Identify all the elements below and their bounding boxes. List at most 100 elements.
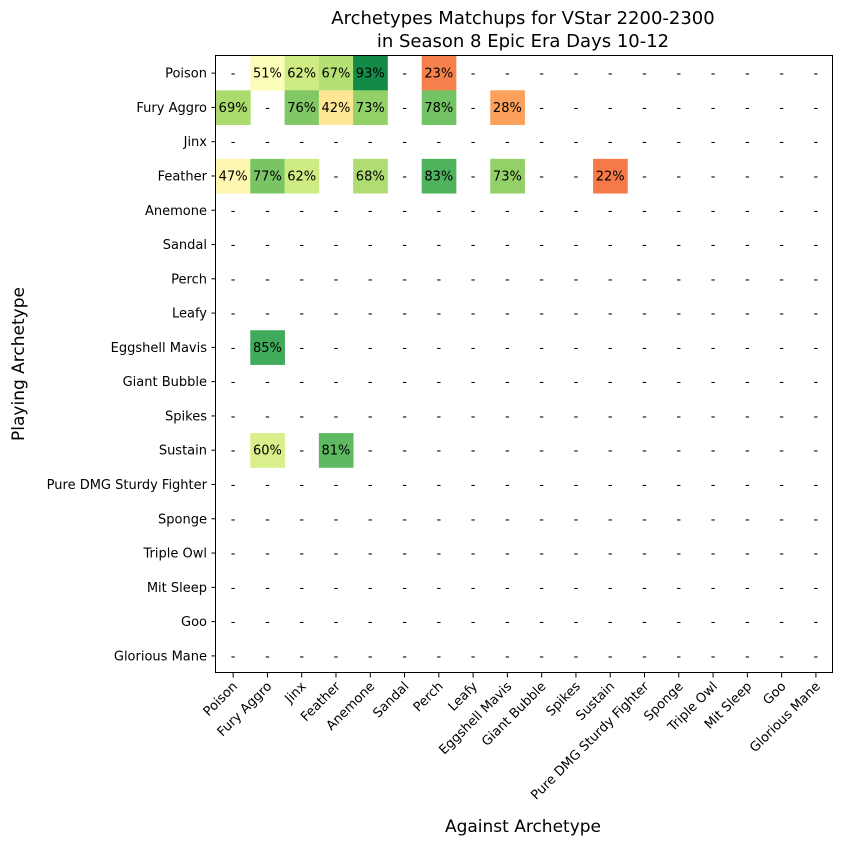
y-tick-label: Feather <box>158 169 208 184</box>
cell-missing-label: - <box>265 409 270 424</box>
cell-missing-label: - <box>814 272 819 287</box>
y-tick-label: Sustain <box>159 444 207 459</box>
heatmap-cell <box>353 56 388 91</box>
cell-missing-label: - <box>368 238 373 253</box>
cell-missing-label: - <box>711 478 716 493</box>
cell-missing-label: - <box>471 135 476 150</box>
cell-missing-label: - <box>745 272 750 287</box>
heatmap-cell <box>490 158 525 194</box>
y-tick-label: Glorious Mane <box>114 649 207 664</box>
cell-missing-label: - <box>745 478 750 493</box>
heatmap-cell <box>250 330 285 365</box>
cell-missing-label: - <box>471 478 476 493</box>
heatmap-cell <box>250 56 285 91</box>
cell-value-label: 76% <box>287 101 316 116</box>
cell-missing-label: - <box>642 409 647 424</box>
cell-missing-label: - <box>711 169 716 184</box>
cell-missing-label: - <box>436 409 441 424</box>
cell-missing-label: - <box>402 135 407 150</box>
cell-missing-label: - <box>471 615 476 630</box>
cell-missing-label: - <box>779 478 784 493</box>
cell-missing-label: - <box>334 307 339 322</box>
cell-missing-label: - <box>814 649 819 664</box>
cell-missing-label: - <box>574 649 579 664</box>
cell-missing-label: - <box>334 615 339 630</box>
cell-missing-label: - <box>334 547 339 562</box>
cell-missing-label: - <box>334 135 339 150</box>
cell-missing-label: - <box>334 478 339 493</box>
cell-missing-label: - <box>471 238 476 253</box>
y-tick-label: Leafy <box>172 307 207 322</box>
cell-missing-label: - <box>471 375 476 390</box>
cell-missing-label: - <box>676 547 681 562</box>
cell-missing-label: - <box>334 409 339 424</box>
y-tick-label: Jinx <box>183 135 208 150</box>
cell-missing-label: - <box>231 444 236 459</box>
cell-missing-label: - <box>231 478 236 493</box>
cell-missing-label: - <box>779 375 784 390</box>
cell-missing-label: - <box>368 375 373 390</box>
cell-missing-label: - <box>642 581 647 596</box>
heatmap-cell <box>318 90 354 125</box>
cell-missing-label: - <box>402 101 407 116</box>
cell-missing-label: - <box>539 307 544 322</box>
cell-missing-label: - <box>779 272 784 287</box>
cell-missing-label: - <box>402 375 407 390</box>
cell-missing-label: - <box>608 444 613 459</box>
cell-value-label: 22% <box>596 169 625 184</box>
cell-missing-label: - <box>539 444 544 459</box>
cell-missing-label: - <box>402 444 407 459</box>
cell-missing-label: - <box>608 375 613 390</box>
cell-missing-label: - <box>368 478 373 493</box>
cell-missing-label: - <box>745 135 750 150</box>
cell-missing-label: - <box>676 67 681 82</box>
cell-missing-label: - <box>779 581 784 596</box>
cell-missing-label: - <box>642 67 647 82</box>
cell-missing-label: - <box>231 238 236 253</box>
cell-missing-label: - <box>539 512 544 527</box>
cell-missing-label: - <box>642 169 647 184</box>
heatmap-cell <box>216 158 251 194</box>
cell-missing-label: - <box>368 649 373 664</box>
cell-missing-label: - <box>505 581 510 596</box>
cell-missing-label: - <box>539 649 544 664</box>
cell-missing-label: - <box>711 272 716 287</box>
cell-missing-label: - <box>745 444 750 459</box>
cell-missing-label: - <box>574 341 579 356</box>
cell-missing-label: - <box>779 341 784 356</box>
cell-missing-label: - <box>574 581 579 596</box>
heatmap-cell <box>284 90 320 125</box>
cell-missing-label: - <box>711 204 716 219</box>
cell-missing-label: - <box>265 135 270 150</box>
cell-missing-label: - <box>231 547 236 562</box>
cell-missing-label: - <box>436 307 441 322</box>
cell-missing-label: - <box>676 444 681 459</box>
cell-missing-label: - <box>471 169 476 184</box>
cell-missing-label: - <box>642 135 647 150</box>
cell-missing-label: - <box>368 409 373 424</box>
cell-missing-label: - <box>608 512 613 527</box>
cell-missing-label: - <box>608 101 613 116</box>
cell-missing-label: - <box>711 67 716 82</box>
cell-missing-label: - <box>539 615 544 630</box>
cell-missing-label: - <box>436 512 441 527</box>
cell-missing-label: - <box>745 238 750 253</box>
cell-missing-label: - <box>471 101 476 116</box>
cell-missing-label: - <box>505 67 510 82</box>
cell-missing-label: - <box>745 204 750 219</box>
cell-missing-label: - <box>814 615 819 630</box>
cell-missing-label: - <box>505 341 510 356</box>
cell-missing-label: - <box>505 238 510 253</box>
cell-missing-label: - <box>779 444 784 459</box>
cell-missing-label: - <box>299 444 304 459</box>
cell-missing-label: - <box>471 67 476 82</box>
cell-missing-label: - <box>402 478 407 493</box>
cell-missing-label: - <box>539 272 544 287</box>
y-tick-label: Giant Bubble <box>123 375 207 390</box>
cell-missing-label: - <box>505 478 510 493</box>
cell-missing-label: - <box>676 581 681 596</box>
heatmap-cell <box>284 158 320 194</box>
cell-missing-label: - <box>231 204 236 219</box>
cell-missing-label: - <box>334 375 339 390</box>
